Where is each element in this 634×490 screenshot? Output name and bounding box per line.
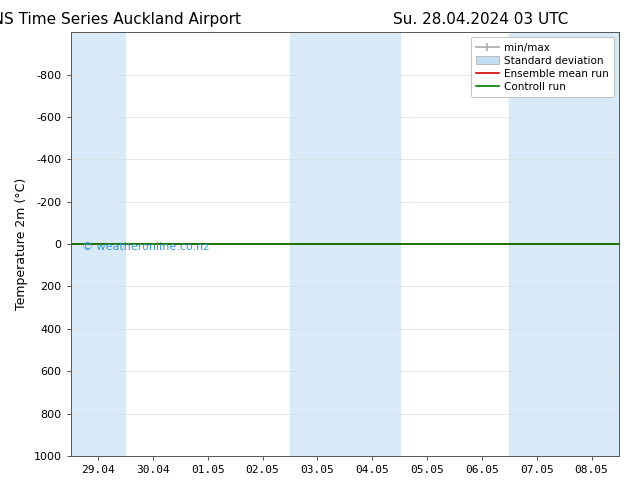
Bar bbox=[70, 32, 126, 456]
Bar bbox=[509, 32, 619, 456]
Text: ENS Time Series Auckland Airport: ENS Time Series Auckland Airport bbox=[0, 12, 241, 27]
Bar bbox=[290, 32, 399, 456]
Text: Su. 28.04.2024 03 UTC: Su. 28.04.2024 03 UTC bbox=[393, 12, 569, 27]
Text: © weatheronline.co.nz: © weatheronline.co.nz bbox=[82, 242, 209, 252]
Legend: min/max, Standard deviation, Ensemble mean run, Controll run: min/max, Standard deviation, Ensemble me… bbox=[470, 37, 614, 97]
Y-axis label: Temperature 2m (°C): Temperature 2m (°C) bbox=[15, 178, 28, 310]
